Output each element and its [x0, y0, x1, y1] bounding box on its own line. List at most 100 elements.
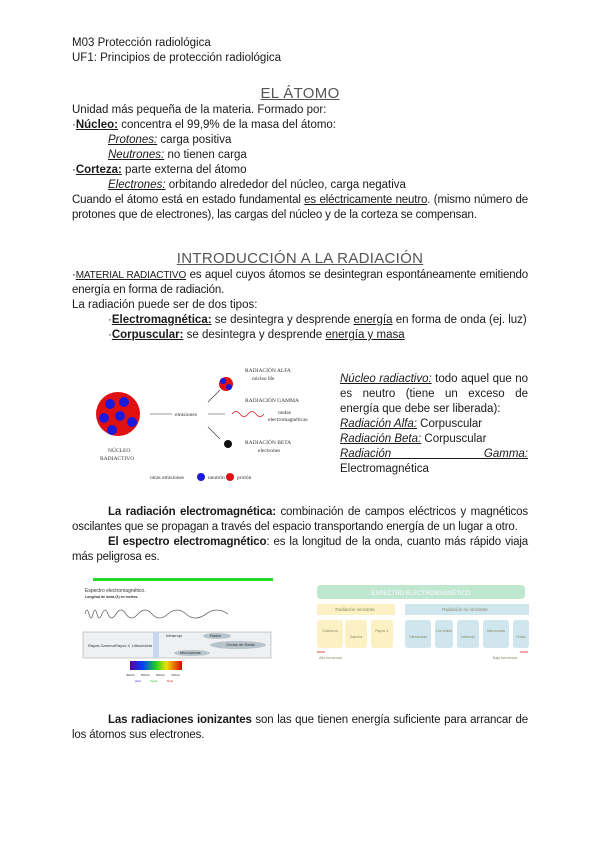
cortex-label: Corteza: — [75, 164, 122, 176]
em-underlined: energía — [353, 314, 393, 326]
neutron-legend-icon — [197, 473, 205, 481]
neutral-text-a: Cuando el átomo está en estado fundament… — [72, 194, 305, 206]
neutral-underlined: es eléctricamente neutro — [304, 194, 428, 206]
spectrum-item-label: Radio — [516, 635, 525, 639]
high-frequency-label: Alta frecuencia — [319, 656, 342, 660]
spectrum-item-label: Cósmicos — [322, 629, 338, 633]
radioactive-nucleus-icon — [96, 392, 140, 436]
spectrum-definition: El espectro electromagnético: es la long… — [72, 535, 528, 565]
electrons-text: orbitando alrededor del núcleo, carga ne… — [165, 179, 406, 191]
band-microwave: Microondas — [180, 650, 201, 655]
types-intro: La radiación puede ser de dos tipos: — [72, 299, 258, 311]
electrons-label: Electrones: — [108, 179, 166, 191]
spectrum-items: Cósmicos Gamma Rayos X Ultravioleta Luz visi… — [317, 620, 529, 648]
neutrons-text: no tienen carga — [164, 149, 247, 161]
spectrum-item-box — [483, 620, 509, 648]
spectrum-image-left: Espectro electromagnético. Longitud de o… — [82, 578, 273, 683]
gamma-sub-2: electromagnéticas — [268, 417, 308, 423]
nucleo-label: Núcleo radiactivo: — [340, 373, 432, 385]
band-uv: Ultravioleta — [132, 643, 153, 648]
corp-label: Corpuscular: — [111, 329, 184, 341]
band-gamma: Rayos Gamma — [88, 643, 115, 648]
other-emissions-label: otras emisiones — [150, 475, 184, 481]
nucleus-label-2: RADIACTIVO — [100, 456, 134, 462]
spectrum-item-label: Rayos X — [375, 629, 389, 633]
alpha-sub: núcleo He — [252, 376, 275, 382]
band-ir: Infrarrojo — [166, 633, 183, 638]
beta-label: Radiación Beta: — [340, 433, 422, 445]
em-def-text: combinación de campos eléctricos y magné… — [72, 506, 528, 533]
beta-label: RADIACIÓN BETA — [245, 438, 291, 446]
em-definition: La radiación electromagnética: combinaci… — [72, 505, 528, 535]
alpha-particle-icon — [219, 377, 233, 391]
spectrum-item-label: Luz visible — [436, 629, 452, 633]
em-definitions-block: La radiación electromagnética: combinaci… — [72, 505, 528, 565]
neutral-paragraph: Cuando el átomo está en estado fundament… — [72, 193, 528, 223]
spectrum-item-box — [513, 620, 529, 648]
spectrum-item-box — [345, 620, 367, 648]
atom-intro: Unidad más pequeña de la materia. Formad… — [72, 104, 327, 116]
neutron-legend-label: neutrón — [208, 475, 225, 481]
corp-text-a: se desintegra y desprende — [183, 329, 326, 341]
spectrum-item-box — [405, 620, 431, 648]
nm-400: 400nm — [126, 673, 136, 677]
corp-underlined: energía y masa — [325, 329, 405, 341]
spectrum-item-label: Infrarrojo — [461, 635, 475, 639]
section-title-radiation: INTRODUCCIÓN A LA RADIACIÓN — [176, 250, 424, 267]
emisiones-label: emisiones — [175, 412, 197, 418]
spectrum-item-label: Gamma — [350, 635, 363, 639]
em-text-a: se desintegra y desprende — [211, 314, 354, 326]
nucleus-label-1: NÚCLEO — [108, 446, 130, 454]
nucleo-text: todo aquel que no es neutro (tiene un ex… — [340, 373, 529, 415]
spectrum-item-label: Ultravioleta — [409, 635, 427, 639]
alfa-label: Radiación Alfa: — [340, 418, 417, 430]
visible-band — [153, 632, 159, 658]
gamma-wave-icon — [231, 411, 265, 417]
spectrum-item-box — [435, 620, 453, 648]
nm-700: 700nm — [171, 673, 181, 677]
proton-legend-label: protón — [237, 475, 252, 481]
color-red: Rojo — [167, 679, 174, 683]
ionizing-paragraph: Las radiaciones ionizantes son las que t… — [72, 713, 528, 743]
neutrons-label: Neutrones: — [108, 149, 165, 161]
radiation-intro-block: ·MATERIAL RADIACTIVO es aquel cuyos átom… — [72, 268, 528, 343]
radioactive-nucleus-notes: Núcleo radiactivo: todo aquel que no es … — [340, 372, 528, 477]
unit-header: UF1: Principios de protección radiológic… — [72, 52, 282, 64]
beta-text: Corpuscular — [421, 433, 487, 445]
ionizing-label: Radiación ionizante — [335, 607, 375, 612]
electrons-item: Electrones: orbitando alrededor del núcl… — [108, 178, 406, 193]
beta-particle-icon — [224, 440, 232, 448]
band-radar: Radar — [210, 633, 222, 638]
neutrons-item: Neutrones: no tienen carga — [108, 148, 247, 163]
protons-label: Protones: — [108, 134, 158, 146]
nm-500: 500nm — [141, 673, 151, 677]
corp-item: ·Corpuscular: se desintegra y desprende … — [108, 329, 405, 341]
material-label: MATERIAL RADIACTIVO — [75, 270, 187, 281]
non-ionizing-label: Radiación no ionizante — [442, 607, 488, 612]
spec-label: El espectro electromagnético — [108, 536, 267, 548]
low-frequency-label: Baja frecuencia — [493, 656, 517, 660]
neutral-text-b: . (mismo número de protones que de elect… — [72, 194, 528, 221]
ion-label: Las radiaciones ionizantes — [108, 714, 252, 726]
color-green: Verde — [150, 679, 158, 683]
spectrum-item-box — [317, 620, 343, 648]
nucleus-item: ·Núcleo: concentra el 99,9% de la masa d… — [72, 119, 337, 131]
cortex-text: parte externa del átomo — [121, 164, 247, 176]
nucleus-text: concentra el 99,9% de la masa del átomo: — [118, 119, 337, 131]
nm-600: 600nm — [156, 673, 166, 677]
spec-text: : es la longitud de la onda, cuanto más … — [72, 536, 528, 563]
visible-spectrum-bar — [130, 661, 182, 670]
proton-legend-icon — [226, 473, 234, 481]
spectrum-item-label: Microondas — [487, 629, 505, 633]
alpha-label: RADIACIÓN ALFA — [245, 366, 291, 374]
color-blue: Azul — [135, 679, 141, 683]
course-header: M03 Protección radiológica — [72, 37, 211, 49]
em-item: ·Electromagnética: se desintegra y despr… — [108, 314, 527, 326]
band-x: Rayos X — [115, 643, 130, 648]
protons-item: Protones: carga positiva — [108, 133, 231, 148]
em-text-b: en forma de onda (ej. luz) — [392, 314, 527, 326]
section-title-atom: EL ÁTOMO — [260, 85, 340, 102]
beta-sub: electrones — [258, 448, 280, 454]
spectrum-left-subtitle: Longitud de onda (λ) en metros. — [85, 595, 138, 599]
